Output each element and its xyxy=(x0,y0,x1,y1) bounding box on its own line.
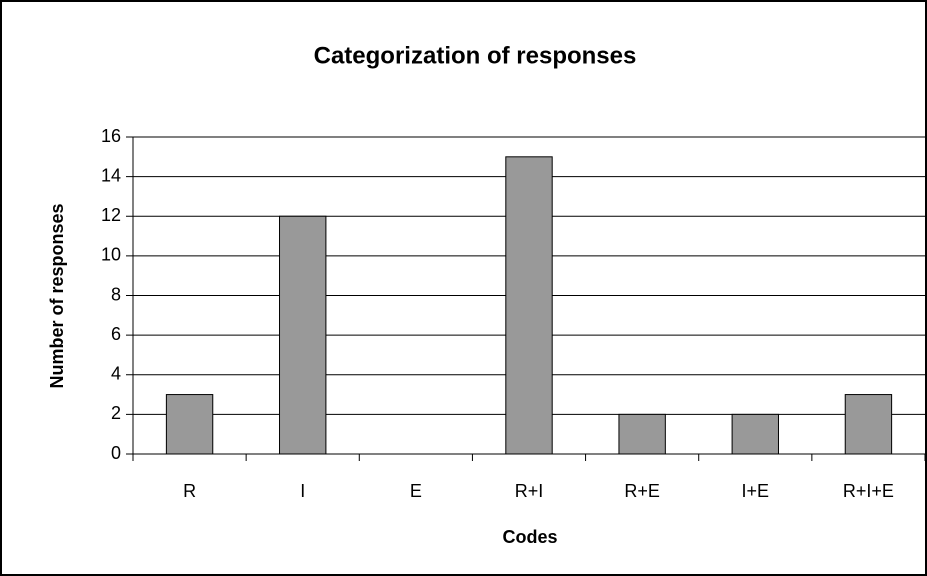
bar xyxy=(844,394,893,455)
x-tick-label: R+I xyxy=(515,481,544,501)
y-axis-label: Number of responses xyxy=(47,203,67,388)
x-tick-label: R+I+E xyxy=(843,481,894,501)
y-tick-label: 14 xyxy=(101,165,121,185)
y-tick-label: 8 xyxy=(111,284,121,304)
y-tick-label: 12 xyxy=(101,205,121,225)
bar xyxy=(165,394,214,455)
y-tick-label: 4 xyxy=(111,364,121,384)
y-tick-label: 2 xyxy=(111,403,121,423)
x-tick-label: R xyxy=(183,481,196,501)
chart-title: Categorization of responses xyxy=(314,42,637,69)
x-tick-label: R+E xyxy=(624,481,660,501)
bar xyxy=(618,413,666,455)
x-axis-label: Codes xyxy=(502,527,557,547)
y-tick-label: 10 xyxy=(101,245,121,265)
y-tick-label: 16 xyxy=(101,126,121,146)
y-tick-label: 6 xyxy=(111,324,121,344)
x-tick-label: I xyxy=(300,481,305,501)
bar xyxy=(731,413,779,455)
bar xyxy=(505,156,553,455)
x-tick-label: E xyxy=(410,481,422,501)
y-tick-label: 0 xyxy=(111,443,121,463)
bar xyxy=(279,215,327,455)
x-tick-label: I+E xyxy=(742,481,770,501)
